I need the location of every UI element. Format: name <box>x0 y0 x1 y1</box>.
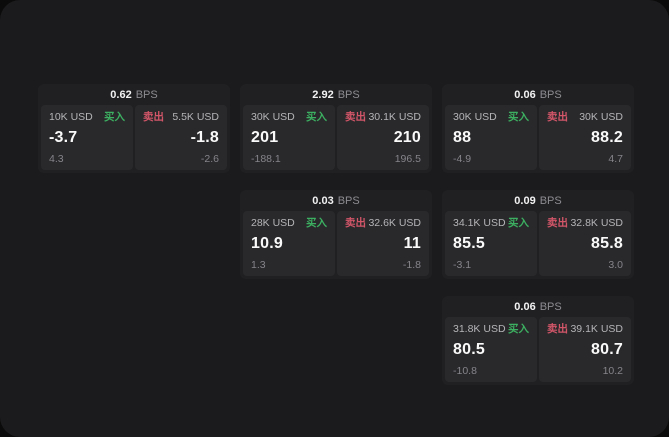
sell-side-label: 卖出 <box>547 111 568 123</box>
spread-header: 0.09 BPS <box>442 190 634 211</box>
spread-unit: BPS <box>135 88 158 101</box>
sell-sub-value: -1.8 <box>402 258 421 271</box>
quote-card: 0.06 BPS 31.8K USD 买入 80.5 -10.8 卖出 39.1… <box>442 296 634 385</box>
sell-price: 210 <box>393 129 421 146</box>
buy-price: 88 <box>453 129 472 146</box>
buy-quote-panel[interactable]: 30K USD 买入 201 -188.1 <box>243 105 335 170</box>
buy-quote-panel[interactable]: 34.1K USD 买入 85.5 -3.1 <box>445 211 537 276</box>
buy-price: -3.7 <box>49 129 78 146</box>
sell-sub-value: 10.2 <box>602 364 623 377</box>
sell-price: 80.7 <box>591 341 623 358</box>
spread-value: 0.09 <box>514 194 536 207</box>
buy-sub-value: -10.8 <box>453 364 477 377</box>
buy-size: 30K USD <box>251 111 295 123</box>
sell-size: 32.8K USD <box>570 217 623 229</box>
sell-sub-value: 4.7 <box>608 152 623 165</box>
buy-sub-value: -188.1 <box>251 152 281 165</box>
spread-unit: BPS <box>539 88 562 101</box>
quote-card: 2.92 BPS 30K USD 买入 201 -188.1 卖出 30.1K … <box>240 84 432 173</box>
quote-card: 0.06 BPS 30K USD 买入 88 -4.9 卖出 30K USD <box>442 84 634 173</box>
buy-size: 28K USD <box>251 217 295 229</box>
sell-quote-panel[interactable]: 卖出 5.5K USD -1.8 -2.6 <box>135 105 227 170</box>
sell-side-label: 卖出 <box>345 217 366 229</box>
spread-header: 0.62 BPS <box>38 84 230 105</box>
buy-size: 10K USD <box>49 111 93 123</box>
sell-price: 88.2 <box>591 129 623 146</box>
sell-sub-value: 3.0 <box>608 258 623 271</box>
buy-side-label: 买入 <box>306 217 327 229</box>
buy-side-label: 买入 <box>306 111 327 123</box>
buy-size: 34.1K USD <box>453 217 506 229</box>
quote-body: 31.8K USD 买入 80.5 -10.8 卖出 39.1K USD 80.… <box>442 317 634 385</box>
buy-side-label: 买入 <box>104 111 125 123</box>
buy-quote-panel[interactable]: 31.8K USD 买入 80.5 -10.8 <box>445 317 537 382</box>
sell-size: 5.5K USD <box>172 111 219 123</box>
buy-side-label: 买入 <box>508 217 529 229</box>
sell-quote-panel[interactable]: 卖出 32.6K USD 11 -1.8 <box>337 211 429 276</box>
spread-header: 2.92 BPS <box>240 84 432 105</box>
buy-price: 201 <box>251 129 279 146</box>
buy-sub-value: 4.3 <box>49 152 64 165</box>
buy-side-label: 买入 <box>508 323 529 335</box>
quote-card: 0.09 BPS 34.1K USD 买入 85.5 -3.1 卖出 32.8K… <box>442 190 634 279</box>
spread-value: 0.06 <box>514 88 536 101</box>
buy-size: 31.8K USD <box>453 323 506 335</box>
sell-quote-panel[interactable]: 卖出 30.1K USD 210 196.5 <box>337 105 429 170</box>
spread-unit: BPS <box>337 194 360 207</box>
sell-quote-panel[interactable]: 卖出 32.8K USD 85.8 3.0 <box>539 211 631 276</box>
quote-card-grid: 0.62 BPS 10K USD 买入 -3.7 4.3 卖出 5.5K USD <box>38 84 634 385</box>
buy-size: 30K USD <box>453 111 497 123</box>
sell-side-label: 卖出 <box>345 111 366 123</box>
sell-quote-panel[interactable]: 卖出 30K USD 88.2 4.7 <box>539 105 631 170</box>
quote-body: 28K USD 买入 10.9 1.3 卖出 32.6K USD 11 -1.8 <box>240 211 432 279</box>
spread-value: 2.92 <box>312 88 334 101</box>
sell-side-label: 卖出 <box>547 217 568 229</box>
buy-price: 80.5 <box>453 341 485 358</box>
sell-side-label: 卖出 <box>547 323 568 335</box>
spread-value: 0.03 <box>312 194 334 207</box>
buy-quote-panel[interactable]: 10K USD 买入 -3.7 4.3 <box>41 105 133 170</box>
sell-sub-value: 196.5 <box>394 152 421 165</box>
spread-header: 0.06 BPS <box>442 296 634 317</box>
buy-quote-panel[interactable]: 28K USD 买入 10.9 1.3 <box>243 211 335 276</box>
sell-size: 32.6K USD <box>368 217 421 229</box>
sell-price: -1.8 <box>190 129 219 146</box>
quote-body: 34.1K USD 买入 85.5 -3.1 卖出 32.8K USD 85.8… <box>442 211 634 279</box>
spread-header: 0.06 BPS <box>442 84 634 105</box>
sell-size: 30K USD <box>579 111 623 123</box>
spread-value: 0.62 <box>110 88 132 101</box>
quote-card: 0.03 BPS 28K USD 买入 10.9 1.3 卖出 32.6K US… <box>240 190 432 279</box>
buy-sub-value: 1.3 <box>251 258 266 271</box>
quote-body: 30K USD 买入 201 -188.1 卖出 30.1K USD 210 1… <box>240 105 432 173</box>
spread-header: 0.03 BPS <box>240 190 432 211</box>
buy-sub-value: -4.9 <box>453 152 472 165</box>
spread-value: 0.06 <box>514 300 536 313</box>
sell-side-label: 卖出 <box>143 111 164 123</box>
buy-price: 10.9 <box>251 235 283 252</box>
spread-unit: BPS <box>539 194 562 207</box>
sell-size: 30.1K USD <box>368 111 421 123</box>
quote-card: 0.62 BPS 10K USD 买入 -3.7 4.3 卖出 5.5K USD <box>38 84 230 173</box>
buy-price: 85.5 <box>453 235 485 252</box>
sell-price: 85.8 <box>591 235 623 252</box>
buy-sub-value: -3.1 <box>453 258 472 271</box>
sell-sub-value: -2.6 <box>200 152 219 165</box>
quote-body: 10K USD 买入 -3.7 4.3 卖出 5.5K USD -1.8 -2.… <box>38 105 230 173</box>
sell-quote-panel[interactable]: 卖出 39.1K USD 80.7 10.2 <box>539 317 631 382</box>
buy-side-label: 买入 <box>508 111 529 123</box>
sell-size: 39.1K USD <box>570 323 623 335</box>
spread-unit: BPS <box>539 300 562 313</box>
quote-body: 30K USD 买入 88 -4.9 卖出 30K USD 88.2 4.7 <box>442 105 634 173</box>
buy-quote-panel[interactable]: 30K USD 买入 88 -4.9 <box>445 105 537 170</box>
spread-unit: BPS <box>337 88 360 101</box>
sell-price: 11 <box>403 235 421 252</box>
